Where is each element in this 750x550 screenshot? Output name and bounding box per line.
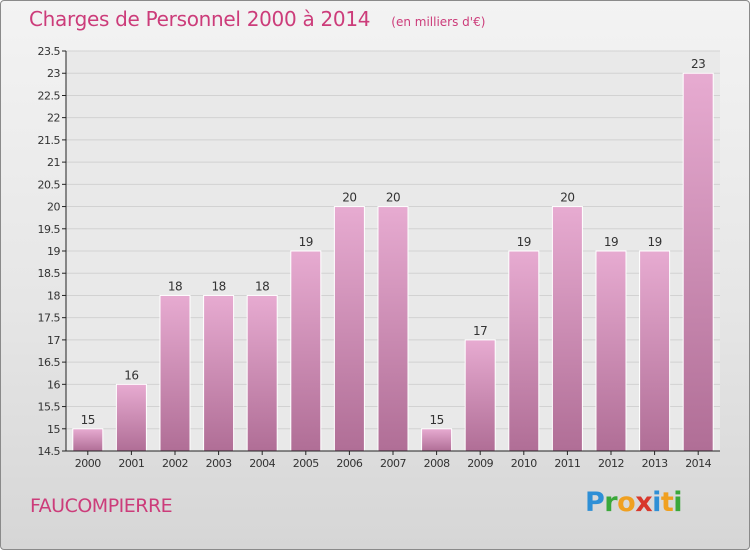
y-tick-label: 16 [47, 378, 60, 391]
bar-value-label: 18 [211, 279, 225, 293]
chart-title: Charges de Personnel 2000 à 2014 [29, 7, 371, 31]
bar-value-label: 19 [299, 235, 313, 249]
logo-letter: r [604, 487, 618, 518]
logo-letter: P [585, 487, 605, 518]
commune-name: FAUCOMPIERRE [30, 495, 173, 517]
bar [464, 339, 496, 452]
x-tick-label: 2006 [336, 457, 362, 470]
x-tick-label: 2014 [685, 457, 711, 470]
y-tick-label: 22.5 [38, 89, 61, 102]
x-tick-label: 2008 [424, 457, 450, 470]
bar [290, 250, 322, 452]
bar-value-label: 19 [647, 235, 661, 249]
y-tick-label: 22 [47, 112, 60, 125]
y-tick-label: 15 [47, 423, 60, 436]
y-tick-label: 19 [47, 245, 60, 258]
bar-value-label: 18 [168, 279, 182, 293]
x-tick-label: 2010 [511, 457, 537, 470]
y-tick-label: 21.5 [38, 134, 61, 147]
x-tick-label: 2009 [467, 457, 493, 470]
y-tick-label: 18 [47, 289, 60, 302]
bar [421, 428, 453, 452]
bar [246, 294, 278, 452]
bar [377, 206, 409, 452]
y-tick-label: 19.5 [38, 223, 61, 236]
x-tick-label: 2002 [162, 457, 188, 470]
chart-title-row: Charges de Personnel 2000 à 2014 (en mil… [29, 7, 485, 31]
y-tick-label: 16.5 [38, 356, 61, 369]
x-tick-label: 2001 [118, 457, 144, 470]
x-tick-label: 2004 [249, 457, 275, 470]
y-tick-label: 23 [47, 67, 60, 80]
bar-value-label: 19 [517, 235, 531, 249]
x-tick-label: 2013 [642, 457, 668, 470]
x-tick-label: 2005 [293, 457, 319, 470]
bar-value-label: 18 [255, 279, 269, 293]
x-tick-label: 2007 [380, 457, 406, 470]
x-tick-label: 2003 [206, 457, 232, 470]
bar [159, 294, 191, 452]
y-tick-label: 15.5 [38, 401, 61, 414]
x-tick-label: 2011 [554, 457, 580, 470]
bar-value-label: 16 [124, 368, 138, 382]
bar-value-label: 20 [560, 191, 574, 205]
y-tick-label: 18.5 [38, 267, 61, 280]
logo-letter: o [617, 487, 636, 518]
y-tick-label: 23.5 [38, 45, 61, 58]
proxiti-logo[interactable]: Proxiti [585, 487, 683, 518]
bar [508, 250, 540, 452]
bar [595, 250, 627, 452]
bar-value-label: 15 [429, 413, 443, 427]
y-tick-label: 21 [47, 156, 60, 169]
bar [115, 383, 147, 452]
y-tick-label: 20.5 [38, 178, 61, 191]
bar [72, 428, 104, 452]
bar-value-label: 15 [81, 413, 95, 427]
bar [639, 250, 671, 452]
x-tick-label: 2000 [75, 457, 101, 470]
bar [333, 206, 365, 452]
chart-unit-subtitle: (en milliers d'€) [391, 15, 486, 29]
y-tick-label: 17 [47, 334, 60, 347]
bar [203, 294, 235, 452]
bar-value-label: 23 [691, 57, 705, 71]
y-tick-label: 20 [47, 201, 60, 214]
x-tick-label: 2012 [598, 457, 624, 470]
logo-letter: i [673, 487, 683, 518]
bar-value-label: 20 [386, 191, 400, 205]
logo-letter: t [660, 487, 674, 518]
bar [682, 72, 714, 452]
logo-letter: x [635, 487, 653, 518]
bar-value-label: 19 [604, 235, 618, 249]
bar [551, 206, 583, 452]
logo-letter: i [652, 487, 661, 518]
bar-value-label: 20 [342, 191, 356, 205]
y-tick-label: 14.5 [38, 445, 61, 458]
bar-value-label: 17 [473, 324, 487, 338]
y-tick-label: 17.5 [38, 312, 61, 325]
